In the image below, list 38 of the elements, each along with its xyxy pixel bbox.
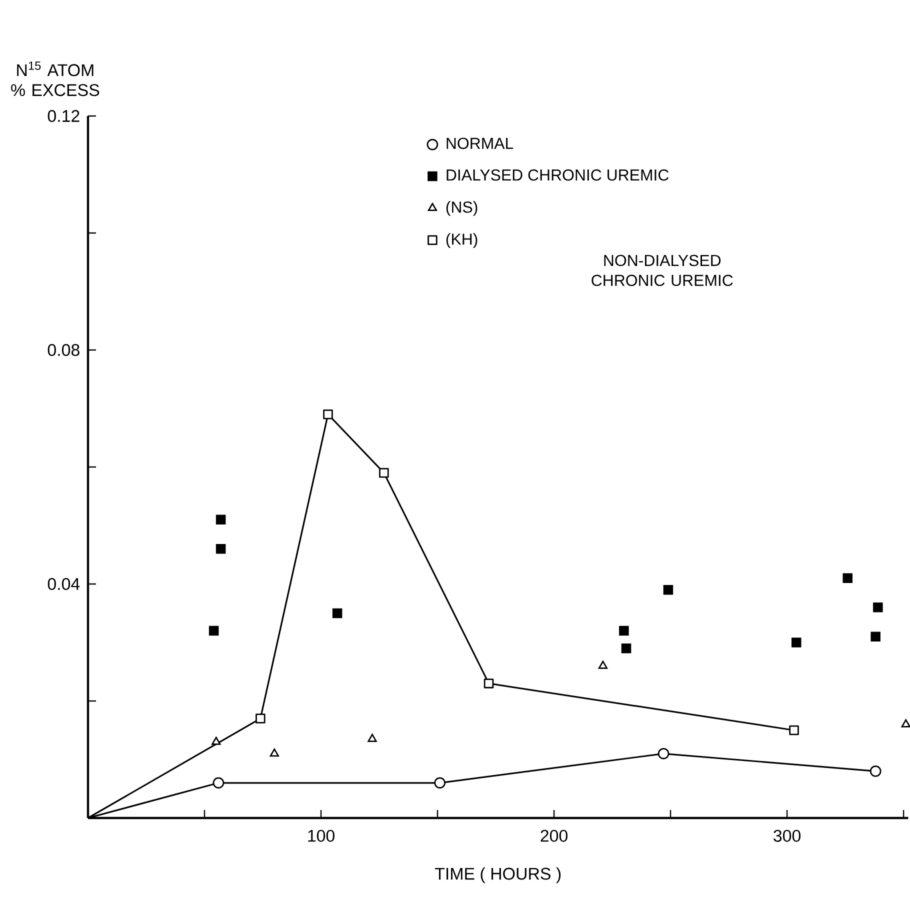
point — [789, 725, 799, 736]
legend-label: NORMAL — [446, 138, 514, 150]
y-tick-label: 0.08 — [48, 344, 80, 356]
point — [216, 514, 226, 525]
point — [368, 734, 377, 742]
point — [619, 626, 629, 636]
x-tick-label: 100 — [308, 830, 334, 842]
x-tick-label: 300 — [774, 830, 801, 842]
point — [791, 638, 802, 648]
point — [323, 409, 333, 420]
point — [270, 748, 279, 757]
x-tick-label: 200 — [540, 830, 568, 842]
point — [873, 602, 883, 612]
y-tick-label: 0.12 — [48, 110, 80, 122]
point — [598, 660, 608, 669]
point — [256, 714, 266, 724]
y-tick-label: 0.04 — [48, 578, 80, 590]
y-axis-title: N$^{15}$ ATOM % EXCESS — [11, 62, 100, 96]
point — [332, 608, 342, 618]
point — [212, 777, 224, 789]
point — [658, 748, 670, 760]
point — [379, 468, 389, 478]
legend-label: (KH) — [446, 233, 478, 248]
annotation: NON-DIALYSED CHRONIC UREMIC — [592, 254, 733, 286]
legend-label: DIALYSED CHRONIC UREMIC — [446, 169, 669, 181]
x-axis-title: TIME ( HOURS ) — [434, 867, 561, 884]
point — [870, 632, 880, 642]
point — [212, 736, 221, 745]
point — [901, 719, 910, 728]
point — [434, 777, 446, 789]
point — [208, 626, 219, 636]
point — [621, 643, 632, 654]
point — [216, 544, 226, 554]
legend-label: (NS) — [446, 201, 478, 216]
point — [870, 766, 882, 777]
point — [842, 573, 853, 584]
point — [663, 584, 674, 595]
point — [484, 678, 494, 688]
